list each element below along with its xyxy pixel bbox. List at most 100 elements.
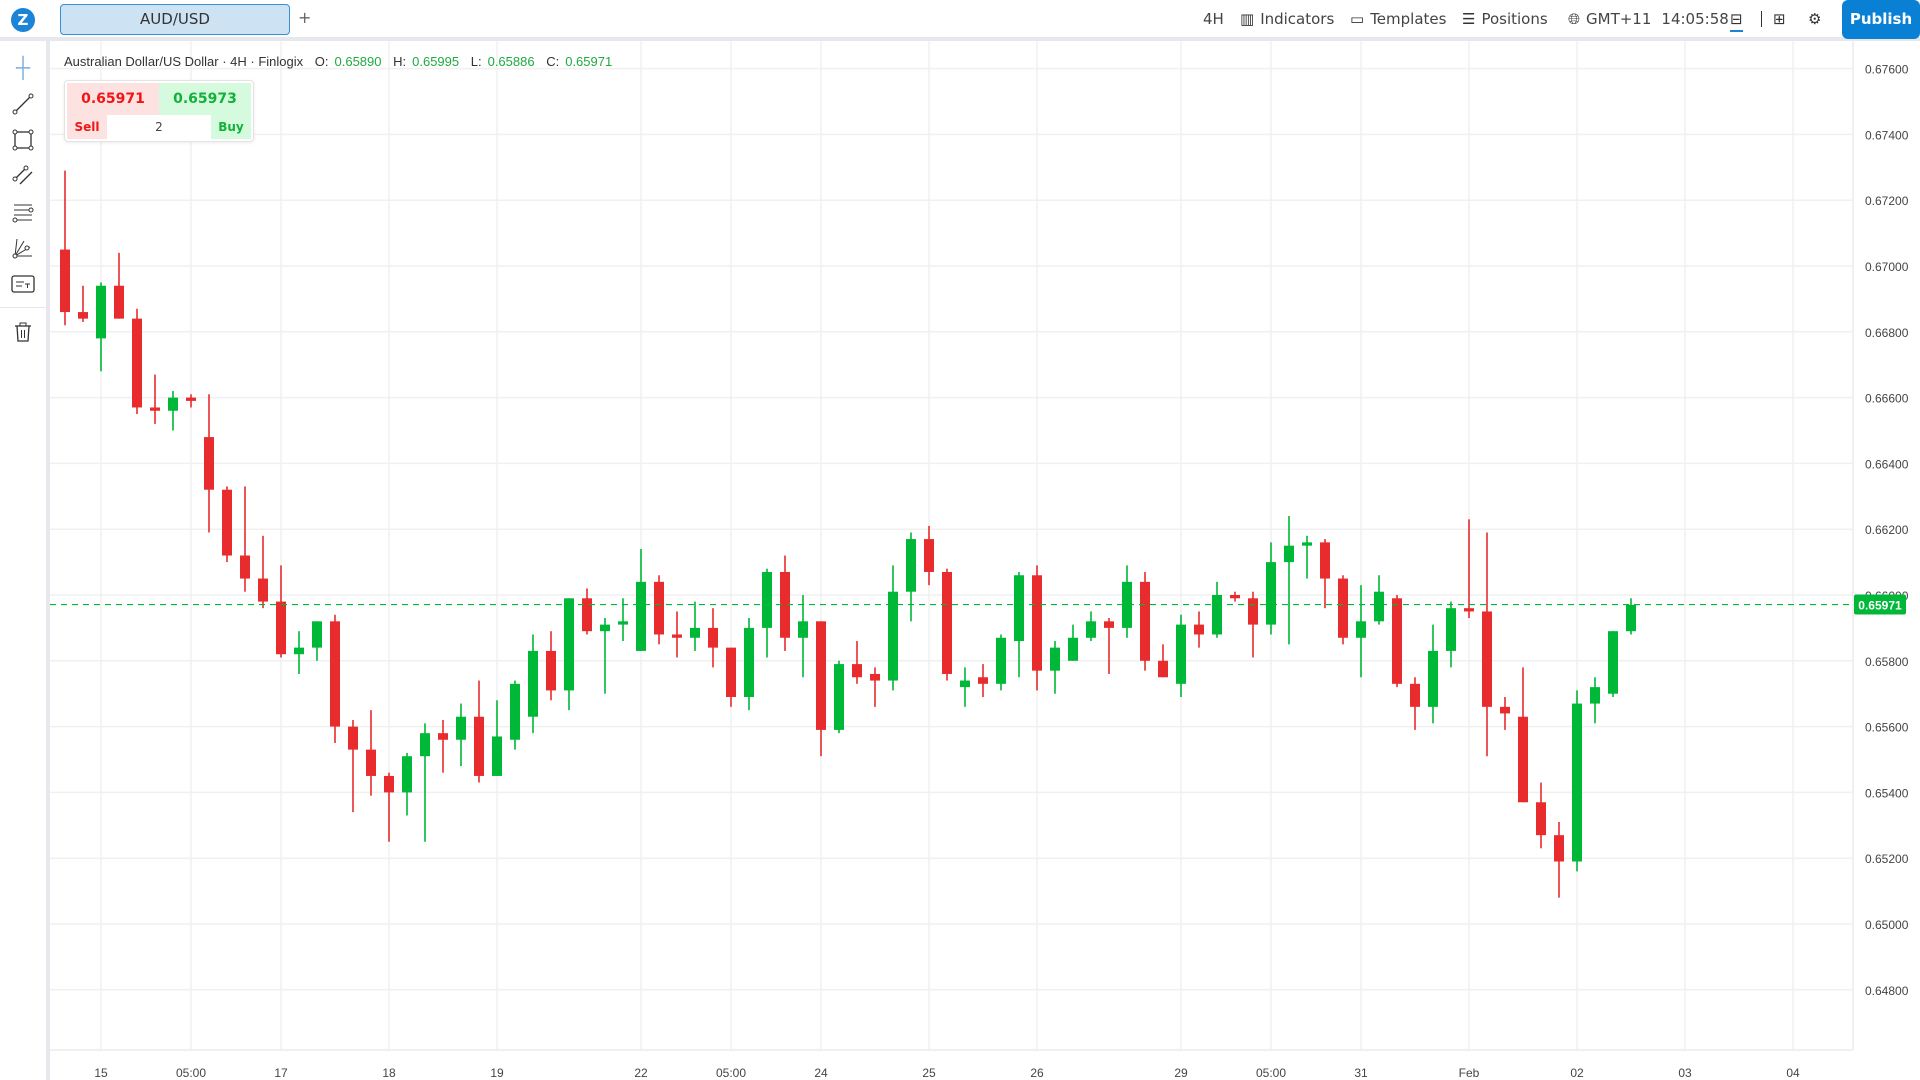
open-label: O: xyxy=(314,54,329,69)
rectangle-icon[interactable] xyxy=(10,127,36,153)
candle xyxy=(1266,542,1276,635)
sell-button[interactable]: Sell xyxy=(67,115,107,139)
settings-button[interactable]: ⚙ xyxy=(1808,10,1821,28)
quantity-input[interactable] xyxy=(107,115,211,139)
candle-body xyxy=(978,677,988,684)
x-tick-label: 03 xyxy=(1678,1066,1692,1080)
positions-button[interactable]: ☰ Positions xyxy=(1462,10,1548,28)
candle xyxy=(1356,585,1366,678)
candle xyxy=(1320,539,1330,609)
app-logo[interactable]: Z xyxy=(11,8,35,32)
candle xyxy=(690,601,700,651)
candle-body xyxy=(1392,598,1402,684)
candle-body xyxy=(1410,683,1420,707)
candle-body xyxy=(384,775,394,793)
text-note-icon[interactable] xyxy=(10,271,36,297)
sell-price-button[interactable]: 0.65971 xyxy=(67,83,159,115)
candle-body xyxy=(420,733,430,757)
layers-button[interactable]: ⊟ xyxy=(1730,10,1743,32)
candle xyxy=(1536,782,1546,849)
candle-body xyxy=(780,571,790,638)
candle-body xyxy=(1140,581,1150,661)
candle xyxy=(114,252,124,319)
candle xyxy=(1428,624,1438,724)
candle xyxy=(1446,601,1456,668)
buy-button[interactable]: Buy xyxy=(211,115,251,139)
symbol-legend: Australian Dollar/US Dollar · 4H · Finlo… xyxy=(64,54,620,69)
add-tab-button[interactable]: + xyxy=(298,8,312,27)
candle xyxy=(438,720,448,773)
candle-body xyxy=(924,539,934,572)
candle xyxy=(726,647,736,707)
fib-retracement-icon[interactable] xyxy=(10,199,36,225)
gann-fan-icon[interactable] xyxy=(10,235,36,261)
candle-body xyxy=(942,571,952,674)
positions-icon: ☰ xyxy=(1462,10,1476,28)
candle-body xyxy=(1158,660,1168,678)
interval-button[interactable]: 4H xyxy=(1203,10,1224,28)
candle-body xyxy=(474,716,484,776)
candle xyxy=(168,391,178,431)
candle xyxy=(1068,624,1078,661)
x-tick-label: 25 xyxy=(922,1066,936,1080)
candle-body xyxy=(1176,624,1186,684)
candle-body xyxy=(1248,598,1258,625)
candle xyxy=(654,575,664,645)
layout-button[interactable]: ⊞ xyxy=(1773,10,1786,28)
parallel-channel-icon[interactable] xyxy=(10,163,36,189)
candle-body xyxy=(258,578,268,602)
candle xyxy=(780,555,790,651)
candle-body xyxy=(222,489,232,556)
candle-body xyxy=(726,647,736,697)
candle-body xyxy=(816,621,826,730)
candle xyxy=(852,641,862,684)
candle-body xyxy=(510,683,520,740)
candle xyxy=(420,723,430,842)
trend-line-icon[interactable] xyxy=(10,91,36,117)
candle-body xyxy=(60,249,70,313)
x-tick-label: 05:00 xyxy=(716,1066,746,1080)
candle-body xyxy=(600,624,610,632)
templates-button[interactable]: ▭ Templates xyxy=(1350,10,1446,28)
candle-body xyxy=(132,318,142,408)
symbol-tab[interactable]: AUD/USD xyxy=(60,4,290,35)
candle-body xyxy=(762,571,772,628)
candle xyxy=(1050,641,1060,694)
candle xyxy=(312,621,322,661)
candle-body xyxy=(996,637,1006,684)
low-label: L: xyxy=(470,54,482,69)
candle xyxy=(582,588,592,635)
candle-body xyxy=(582,598,592,632)
x-tick-label: 26 xyxy=(1030,1066,1044,1080)
candle-body xyxy=(1266,562,1276,625)
candle-body xyxy=(618,621,628,625)
layers-icon: ⊟ xyxy=(1730,10,1743,28)
candle xyxy=(366,710,376,796)
x-tick-label: 18 xyxy=(382,1066,396,1080)
candle-body xyxy=(1446,608,1456,651)
candle xyxy=(1590,677,1600,724)
crosshair-icon[interactable]: ┼ xyxy=(15,56,31,79)
y-tick-label: 0.64800 xyxy=(1865,984,1909,998)
candle-body xyxy=(1500,706,1510,714)
candle-body xyxy=(1482,611,1492,707)
open-value: 0.65890 xyxy=(334,54,382,69)
candle-body xyxy=(348,726,358,750)
timezone-button[interactable]: 🌐︎ GMT+11 14:05:58 xyxy=(1568,10,1729,28)
buy-price-button[interactable]: 0.65973 xyxy=(159,83,251,115)
last-price-label: 0.65971 xyxy=(1858,599,1902,613)
y-tick-label: 0.66400 xyxy=(1865,457,1909,471)
candle-body xyxy=(672,634,682,638)
candle-body xyxy=(528,650,538,717)
templates-icon: ▭ xyxy=(1350,10,1365,28)
trade-widget: 0.65971 0.65973 Sell Buy xyxy=(64,80,254,142)
candle xyxy=(564,598,574,711)
candle-body xyxy=(492,736,502,776)
candle xyxy=(258,535,268,609)
trash-icon[interactable] xyxy=(10,319,36,345)
indicators-button[interactable]: ▥ Indicators xyxy=(1240,10,1334,28)
indicators-icon: ▥ xyxy=(1240,10,1255,28)
candlestick-chart[interactable]: 0.67600 0.67400 0.67200 0.67000 0.66800 0.666… xyxy=(50,41,1920,1080)
publish-button[interactable]: Publish xyxy=(1842,0,1920,39)
candle xyxy=(294,631,304,674)
